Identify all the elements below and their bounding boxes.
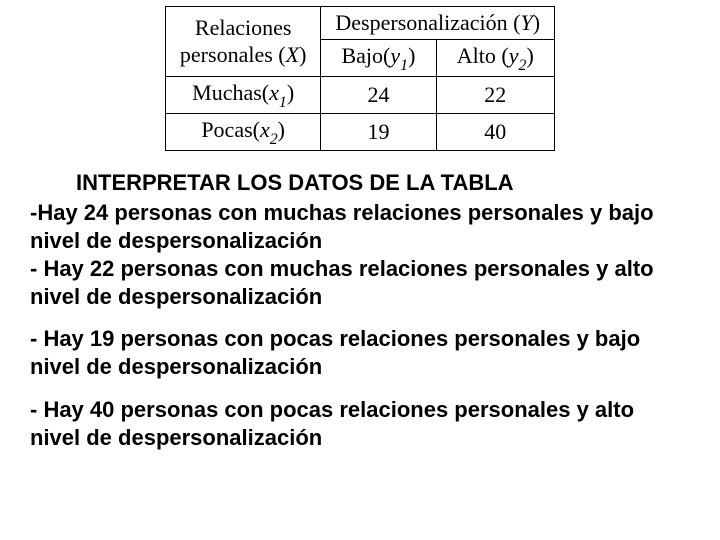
row1-header: Muchas(x1) (165, 76, 320, 113)
col1-sub: 1 (400, 57, 408, 74)
contingency-table: Relaciones personales (X) Despersonaliza… (165, 6, 555, 151)
row1-post: ) (287, 80, 294, 105)
row-header-close: ) (299, 42, 306, 67)
col1-header: Bajo(y1) (321, 39, 436, 76)
row2-sub: 2 (270, 131, 278, 148)
row2-header: Pocas(x2) (165, 113, 320, 150)
cell-r1c1: 24 (321, 76, 436, 113)
col2-header: Alto (y2) (436, 39, 555, 76)
col2-var: y (509, 43, 519, 68)
page-root: Relaciones personales (X) Despersonaliza… (0, 0, 720, 452)
row1-sub: 1 (279, 94, 287, 111)
col1-pre: Bajo( (341, 43, 390, 68)
col-group-title: Despersonalización (Y) (321, 7, 555, 40)
cell-r2c1: 19 (321, 113, 436, 150)
interpret-p1: -Hay 24 personas con muchas relaciones p… (30, 199, 690, 255)
row-header-title: Relaciones personales (X) (165, 7, 320, 77)
row1-var: x (269, 80, 279, 105)
col1-var: y (390, 43, 400, 68)
row1-pre: Muchas( (192, 80, 269, 105)
row-header-line2: personales ( (180, 42, 286, 67)
row2-pre: Pocas( (201, 117, 260, 142)
row-header-line1: Relaciones (195, 15, 292, 40)
row2-var: x (260, 117, 270, 142)
row-header-var: X (286, 42, 299, 67)
col2-sub: 2 (519, 57, 527, 74)
interpret-p2: - Hay 22 personas con muchas relaciones … (30, 255, 690, 311)
interpret-p4: - Hay 40 personas con pocas relaciones p… (30, 396, 690, 452)
interpret-p3: - Hay 19 personas con pocas relaciones p… (30, 325, 690, 381)
col-group-var: Y (520, 10, 532, 35)
cell-r2c2: 40 (436, 113, 555, 150)
cell-r1c2: 22 (436, 76, 555, 113)
col-group-post: ) (533, 10, 540, 35)
interpret-title: INTERPRETAR LOS DATOS DE LA TABLA (30, 169, 690, 197)
col-group-pre: Despersonalización ( (335, 10, 520, 35)
row2-post: ) (278, 117, 285, 142)
col1-post: ) (408, 43, 415, 68)
col2-pre: Alto ( (457, 43, 509, 68)
col2-post: ) (526, 43, 533, 68)
